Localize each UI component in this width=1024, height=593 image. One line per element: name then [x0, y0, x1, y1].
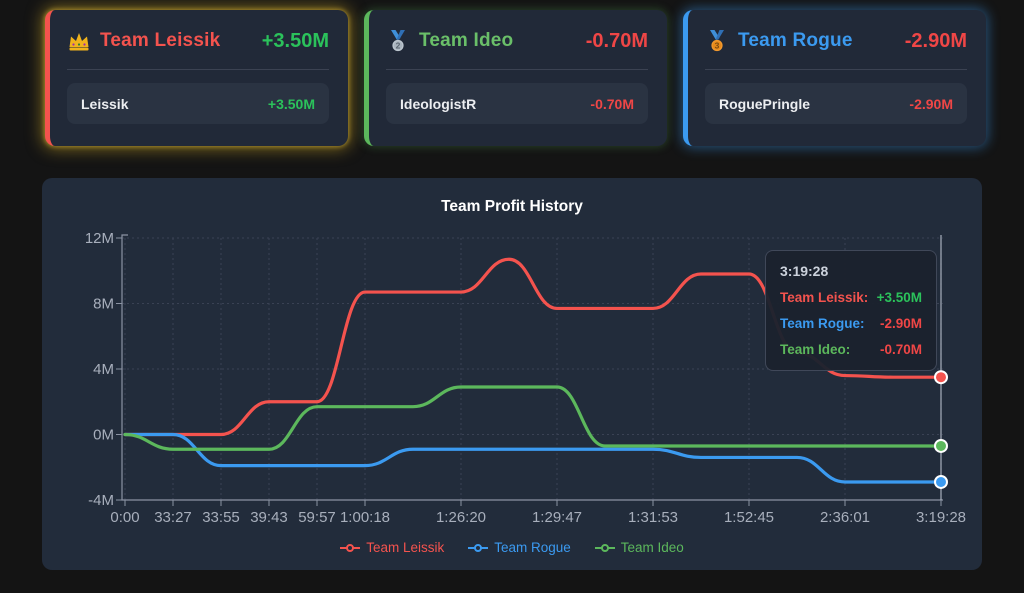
team-name: Team Leissik — [100, 30, 221, 51]
tooltip-row: Team Leissik: +3.50M — [780, 290, 922, 305]
tooltip-series-name: Team Rogue: — [780, 316, 865, 331]
member-value: +3.50M — [267, 95, 315, 112]
line-point-icon — [340, 543, 361, 552]
team-cards-row: Team Leissik +3.50M Leissik +3.50M 2 Tea… — [45, 10, 986, 146]
x-axis-label: 0:00 — [110, 509, 139, 526]
line-point-icon — [594, 543, 615, 552]
chart-tooltip: 3:19:28 Team Leissik: +3.50M Team Rogue:… — [765, 250, 937, 371]
legend-label: Team Leissik — [366, 540, 445, 555]
tooltip-series-value: -2.90M — [879, 316, 922, 331]
axes — [121, 234, 943, 501]
x-axis-label: 1:26:20 — [436, 509, 486, 526]
legend-label: Team Rogue — [494, 540, 571, 555]
series-line-team-rogue — [123, 432, 943, 484]
team-card-header: Team Leissik +3.50M — [67, 22, 329, 60]
bronze-medal-icon: 3 — [710, 30, 724, 52]
y-axis-label: -4M — [88, 492, 114, 509]
svg-text:3: 3 — [715, 41, 720, 51]
team-card-ideo: 2 Team Ideo -0.70M IdeologistR -0.70M — [364, 10, 667, 146]
member-row: Leissik +3.50M — [67, 83, 329, 124]
tooltip-row: Team Rogue: -2.90M — [780, 316, 922, 331]
series-line-team-ideo — [123, 385, 943, 451]
tooltip-series-name: Team Ideo: — [780, 342, 851, 357]
silver-medal-icon: 2 — [391, 30, 405, 52]
team-card-header: 3 Team Rogue -2.90M — [705, 22, 967, 60]
x-axis-label: 59:57 — [298, 509, 336, 526]
team-card-header: 2 Team Ideo -0.70M — [386, 22, 648, 60]
tooltip-series-value: -0.70M — [879, 342, 922, 357]
card-divider — [67, 69, 329, 70]
profit-history-chart[interactable]: 12M 8M 4M 0M -4M0:00 33:27 33:55 39:43 59:57 1:00… — [42, 178, 982, 570]
x-axis-label: 1:29:47 — [532, 509, 582, 526]
end-point-team-rogue — [934, 474, 948, 489]
end-point-team-ideo — [934, 438, 948, 453]
profit-history-panel: Team Profit History 12M 8M 4M 0M -4M 0:00 33:2… — [42, 178, 982, 570]
crown-icon — [69, 33, 89, 51]
end-point-team-leissik — [934, 370, 948, 385]
x-axis-label: 1:52:45 — [724, 509, 774, 526]
x-axis-label: 39:43 — [250, 509, 288, 526]
x-axis-label: 3:19:28 — [916, 509, 966, 526]
legend-item-rogue[interactable]: Team Rogue — [468, 540, 571, 555]
chart-title: Team Profit History — [441, 198, 583, 215]
x-axis-label: 2:36:01 — [820, 509, 870, 526]
member-row: IdeologistR -0.70M — [386, 83, 648, 124]
y-axis-label: 8M — [93, 296, 114, 313]
x-axis-label: 1:00:18 — [340, 509, 390, 526]
team-name: Team Ideo — [419, 30, 514, 51]
member-name: Leissik — [81, 95, 129, 112]
line-point-icon — [468, 543, 489, 552]
team-card-rogue: 3 Team Rogue -2.90M RoguePringle -2.90M — [683, 10, 986, 146]
team-total-value: +3.50M — [261, 29, 329, 52]
tooltip-row: Team Ideo: -0.70M — [780, 342, 922, 357]
card-divider — [386, 69, 648, 70]
x-axis-label: 33:27 — [154, 509, 192, 526]
member-row: RoguePringle -2.90M — [705, 83, 967, 124]
team-card-leissik: Team Leissik +3.50M Leissik +3.50M — [45, 10, 348, 146]
team-total-value: -2.90M — [904, 29, 967, 52]
y-axis-label: 0M — [93, 427, 114, 444]
card-divider — [705, 69, 967, 70]
team-name: Team Rogue — [738, 30, 853, 51]
x-axis-label: 1:31:53 — [628, 509, 678, 526]
y-axis-label: 12M — [85, 230, 114, 247]
tooltip-time: 3:19:28 — [780, 263, 829, 279]
legend-item-ideo[interactable]: Team Ideo — [594, 540, 684, 555]
team-total-value: -0.70M — [585, 29, 648, 52]
member-value: -0.70M — [590, 95, 634, 112]
chart-legend: Team Leissik Team Rogue Team Ideo — [42, 540, 982, 555]
svg-text:2: 2 — [396, 41, 401, 51]
member-name: RoguePringle — [719, 95, 811, 112]
x-axis-label: 33:55 — [202, 509, 240, 526]
legend-label: Team Ideo — [620, 540, 684, 555]
member-name: IdeologistR — [400, 95, 477, 112]
tooltip-series-name: Team Leissik: — [780, 290, 869, 305]
tooltip-series-value: +3.50M — [876, 290, 922, 305]
member-value: -2.90M — [909, 95, 953, 112]
legend-item-leissik[interactable]: Team Leissik — [340, 540, 444, 555]
y-axis-label: 4M — [93, 361, 114, 378]
